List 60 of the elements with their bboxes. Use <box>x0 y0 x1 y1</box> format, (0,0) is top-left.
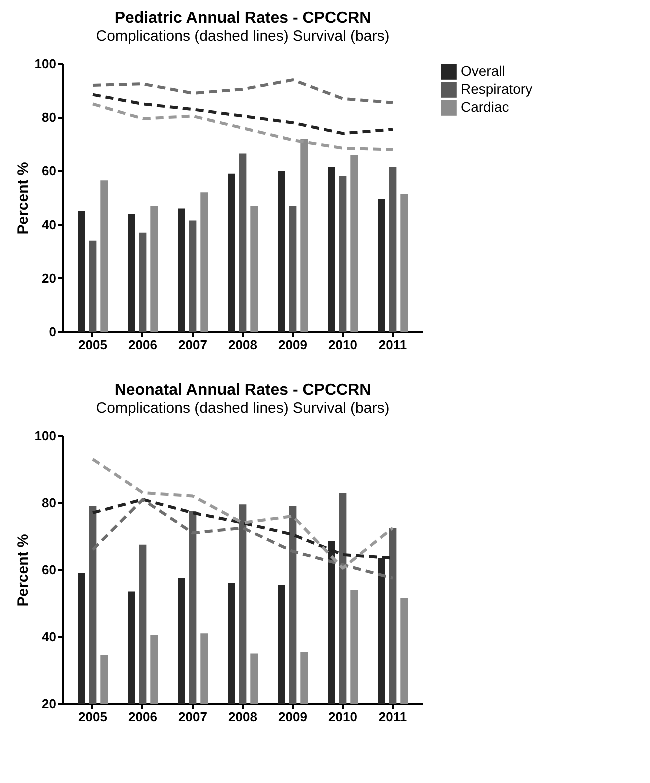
x-tick-label: 2007 <box>178 338 208 352</box>
y-tick-label: 0 <box>49 324 56 340</box>
chart-title: Neonatal Annual Rates - CPCCRN <box>114 382 372 399</box>
x-tick-label: 2006 <box>128 710 158 724</box>
bar <box>189 220 197 332</box>
legend-label: Respiratory <box>461 81 533 97</box>
bar <box>300 139 308 332</box>
y-tick-label: 20 <box>42 270 56 286</box>
x-tick-label: 2010 <box>328 710 358 724</box>
chart-title: Pediatric Annual Rates - CPCCRN <box>114 10 372 27</box>
bar <box>328 167 336 332</box>
x-tick-label: 2006 <box>128 338 158 352</box>
x-tick-label: 2007 <box>178 710 208 724</box>
line-series <box>92 78 394 104</box>
x-tick-label: 2009 <box>278 710 308 724</box>
chart-subtitle: Complications (dashed lines) Survival (bars) <box>96 28 390 45</box>
bar <box>289 206 297 332</box>
y-tick-label: 20 <box>42 696 56 712</box>
y-tick-label: 100 <box>34 428 56 444</box>
bar <box>139 232 147 332</box>
bar <box>178 208 186 332</box>
y-axis-title: Percent % <box>14 162 32 235</box>
x-tick-label: 2005 <box>78 338 108 352</box>
bar <box>400 194 408 332</box>
legend-label: Cardiac <box>461 99 510 115</box>
x-tick-label: 2008 <box>228 710 258 724</box>
bar <box>389 167 397 332</box>
chart-subtitle: Complications (dashed lines) Survival (bars) <box>96 400 390 417</box>
y-axis-title: Percent % <box>14 534 32 607</box>
legend-label: Overall <box>461 63 506 79</box>
x-tick-label: 2008 <box>228 338 258 352</box>
y-tick-label: 60 <box>42 562 56 578</box>
x-tick-label: 2011 <box>378 710 408 724</box>
bar <box>339 176 347 332</box>
x-tick-label: 2009 <box>278 338 308 352</box>
line-series <box>92 93 394 136</box>
bar <box>239 154 247 332</box>
bar <box>228 174 236 332</box>
bar <box>378 199 386 332</box>
bar <box>150 206 158 332</box>
bar <box>350 155 358 332</box>
x-tick-label: 2010 <box>328 338 358 352</box>
y-tick-label: 80 <box>42 110 56 126</box>
y-tick-label: 40 <box>42 217 56 232</box>
bar <box>250 206 258 332</box>
y-tick-label: 80 <box>42 496 56 510</box>
line-series <box>92 102 394 152</box>
bar <box>78 211 86 332</box>
x-tick-label: 2011 <box>378 338 408 352</box>
y-tick-label: 100 <box>34 56 56 72</box>
bar <box>89 240 97 332</box>
y-tick-label: 40 <box>42 630 56 644</box>
x-tick-label: 2005 <box>78 710 108 724</box>
bar <box>200 192 208 332</box>
line-series <box>92 458 394 570</box>
bar <box>278 171 286 332</box>
bar <box>128 214 136 332</box>
y-tick-label: 60 <box>42 164 56 179</box>
bar <box>100 180 108 332</box>
line-series <box>92 498 394 580</box>
